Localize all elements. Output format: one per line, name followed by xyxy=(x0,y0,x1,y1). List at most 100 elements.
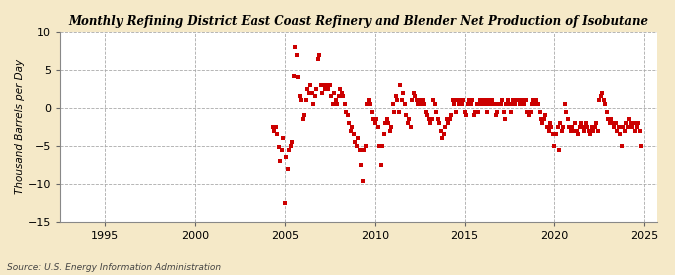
Point xyxy=(400,102,410,106)
Point xyxy=(308,102,319,106)
Point xyxy=(440,125,451,129)
Point xyxy=(398,90,408,95)
Point xyxy=(618,125,628,129)
Point xyxy=(371,117,381,122)
Point xyxy=(381,117,392,122)
Point xyxy=(588,128,599,133)
Point xyxy=(287,140,298,144)
Point xyxy=(634,128,645,133)
Point xyxy=(579,128,590,133)
Point xyxy=(615,132,626,137)
Point xyxy=(492,109,503,114)
Point xyxy=(369,121,380,125)
Point xyxy=(470,109,481,114)
Point xyxy=(327,102,338,106)
Point xyxy=(330,98,341,103)
Point xyxy=(309,94,320,99)
Point xyxy=(326,94,337,99)
Point xyxy=(357,179,368,184)
Point xyxy=(493,102,504,106)
Point xyxy=(608,121,618,125)
Point xyxy=(416,98,427,103)
Point xyxy=(319,83,329,87)
Point xyxy=(390,94,401,99)
Point xyxy=(614,125,624,129)
Point xyxy=(444,117,455,122)
Point xyxy=(344,121,354,125)
Point xyxy=(359,147,370,152)
Point xyxy=(363,98,374,103)
Point xyxy=(267,125,278,129)
Point xyxy=(626,121,637,125)
Point xyxy=(362,102,373,106)
Point xyxy=(418,102,429,106)
Point xyxy=(292,53,302,57)
Point xyxy=(468,113,479,118)
Point xyxy=(587,125,597,129)
Point xyxy=(603,117,614,122)
Point xyxy=(317,90,327,95)
Point xyxy=(476,102,487,106)
Point xyxy=(518,98,529,103)
Point xyxy=(585,132,596,137)
Point xyxy=(427,117,437,122)
Point xyxy=(293,75,304,80)
Point xyxy=(368,117,379,122)
Point xyxy=(360,144,371,148)
Point xyxy=(450,109,461,114)
Point xyxy=(356,163,367,167)
Point xyxy=(519,102,530,106)
Point xyxy=(347,125,358,129)
Point xyxy=(627,125,638,129)
Point xyxy=(284,147,295,152)
Point xyxy=(621,121,632,125)
Point xyxy=(612,128,623,133)
Point xyxy=(513,98,524,103)
Point xyxy=(591,121,601,125)
Point xyxy=(341,109,352,114)
Point xyxy=(600,102,611,106)
Y-axis label: Thousand Barrels per Day: Thousand Barrels per Day xyxy=(15,59,25,194)
Point xyxy=(486,98,497,103)
Point xyxy=(541,125,552,129)
Title: Monthly Refining District East Coast Refinery and Blender Net Production of Isob: Monthly Refining District East Coast Ref… xyxy=(69,15,649,28)
Point xyxy=(413,102,424,106)
Point xyxy=(572,128,583,133)
Point xyxy=(329,90,340,95)
Point xyxy=(348,132,359,137)
Point xyxy=(278,136,289,141)
Point xyxy=(414,102,425,106)
Point xyxy=(507,98,518,103)
Point xyxy=(441,117,452,122)
Point xyxy=(417,98,428,103)
Point xyxy=(423,117,434,122)
Point xyxy=(269,128,280,133)
Point xyxy=(574,125,585,129)
Point xyxy=(530,102,541,106)
Point xyxy=(273,145,284,150)
Point xyxy=(482,109,493,114)
Point xyxy=(487,102,498,106)
Point xyxy=(512,98,522,103)
Point xyxy=(599,98,610,103)
Point xyxy=(471,102,482,106)
Point xyxy=(549,144,560,148)
Point xyxy=(443,121,454,125)
Point xyxy=(387,102,398,106)
Point xyxy=(455,98,466,103)
Point xyxy=(537,121,548,125)
Point xyxy=(539,117,549,122)
Point xyxy=(437,136,448,141)
Point xyxy=(584,128,595,133)
Text: Source: U.S. Energy Information Administration: Source: U.S. Energy Information Administ… xyxy=(7,263,221,272)
Point xyxy=(384,128,395,133)
Point xyxy=(564,125,575,129)
Point xyxy=(279,200,290,205)
Point xyxy=(401,113,412,118)
Point xyxy=(296,98,306,103)
Point xyxy=(354,147,365,152)
Point xyxy=(374,144,385,148)
Point xyxy=(408,90,419,95)
Point xyxy=(531,98,542,103)
Point xyxy=(333,94,344,99)
